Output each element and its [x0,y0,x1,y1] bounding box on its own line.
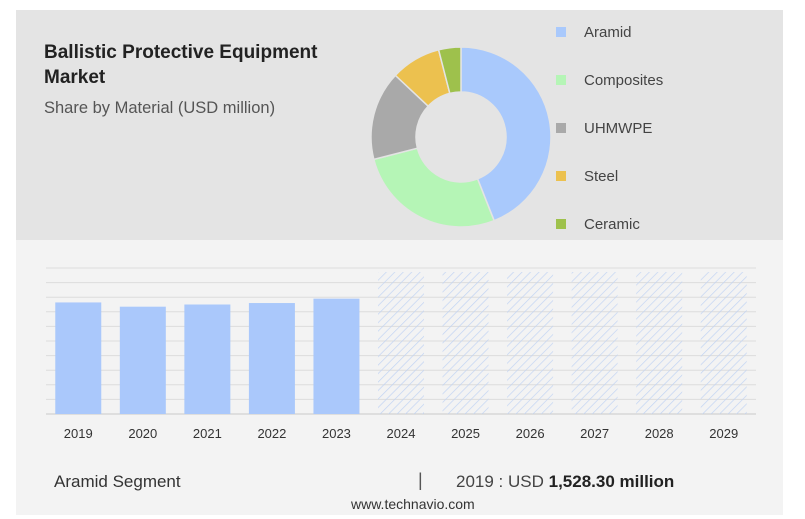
legend-item-ceramic: Ceramic [556,214,640,234]
x-tick-label: 2022 [257,426,286,441]
source-url: www.technavio.com [351,496,475,512]
legend-item-composites: Composites [556,70,663,90]
segment-label: Aramid Segment [54,472,181,491]
x-tick-label: 2023 [322,426,351,441]
bar-2022 [248,303,295,414]
footer-separator: | [418,470,423,490]
forecast-bar-2024 [378,272,424,414]
x-tick-label: 2024 [387,426,416,441]
legend-item-uhmwpe: UHMWPE [556,118,652,138]
segment-value-amount: 1,528.30 million [548,472,675,491]
donut-slice-ceramic [437,46,462,95]
x-tick-label: 2019 [64,426,93,441]
donut-slice-composites [372,147,496,228]
legend-label: Aramid [584,23,632,41]
legend-label: Composites [584,71,664,89]
legend-label: UHMWPE [584,119,653,137]
legend-swatch [556,27,566,37]
infographic-card: Ballistic Protective Equipment Market Sh… [16,10,783,515]
material-share-donut [370,46,552,228]
forecast-bar-2029 [700,272,747,414]
bar-2019 [55,302,102,414]
forecast-bar-2025 [442,272,489,414]
bar-2020 [119,306,166,414]
chart-subtitle: Share by Material (USD million) [44,99,276,117]
chart-title: Ballistic Protective Equipment Market [44,42,318,88]
x-tick-label: 2025 [451,426,480,441]
legend-label: Steel [584,167,619,185]
bar-2021 [184,304,231,414]
legend-swatch [556,123,566,133]
x-tick-label: 2026 [516,426,545,441]
x-tick-label: 2028 [645,426,674,441]
legend-item-steel: Steel [556,166,618,186]
forecast-bar-2027 [571,272,618,414]
forecast-bar-2028 [636,272,683,414]
x-tick-label: 2020 [128,426,157,441]
legend-swatch [556,219,566,229]
legend-item-aramid: Aramid [556,22,632,42]
bar-2023 [313,298,360,414]
x-tick-label: 2021 [193,426,222,441]
x-tick-label: 2029 [709,426,738,441]
donut-slice-aramid [460,46,552,222]
forecast-bar-2026 [507,272,554,414]
legend-swatch [556,171,566,181]
legend-label: Ceramic [584,215,640,233]
segment-value-prefix: 2019 : USD [456,472,549,491]
legend-swatch [556,75,566,85]
segment-value: 2019 : USD 1,528.30 million [456,472,674,492]
market-size-bar-chart: 2019 2020 2021 2022 2023 2024 2025 2026 2027 2028… [46,267,756,441]
x-tick-label: 2027 [580,426,609,441]
